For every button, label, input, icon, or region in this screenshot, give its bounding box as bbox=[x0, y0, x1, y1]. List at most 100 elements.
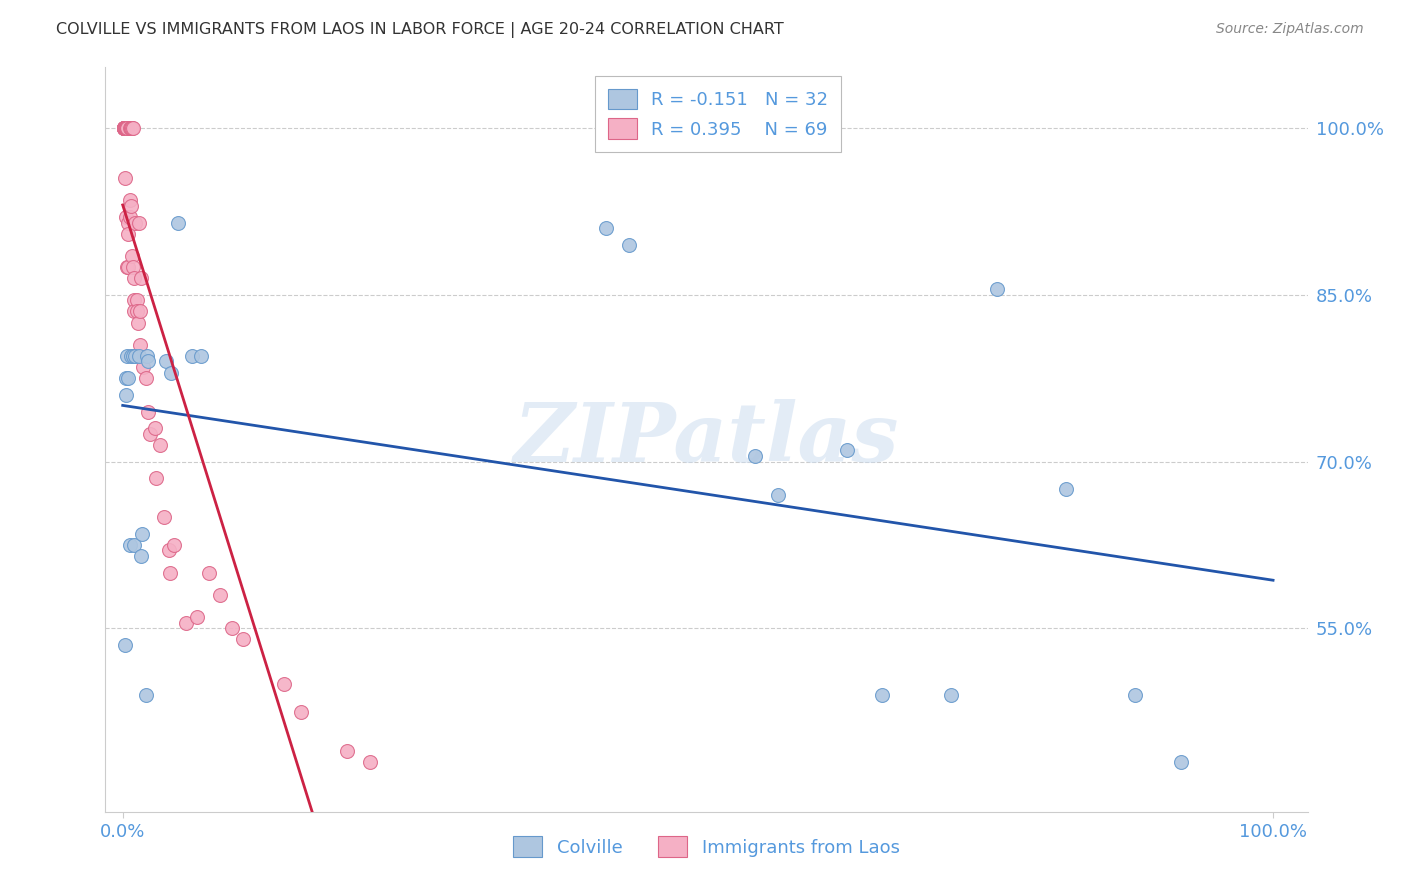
Point bbox=[136, 354, 159, 368]
Point bbox=[139, 426, 162, 441]
Point bbox=[157, 543, 180, 558]
Point bbox=[117, 349, 139, 363]
Point bbox=[117, 121, 139, 136]
Point bbox=[143, 421, 166, 435]
Point bbox=[114, 121, 136, 136]
Point bbox=[117, 260, 139, 274]
Point bbox=[135, 349, 157, 363]
Point bbox=[768, 488, 790, 502]
Point bbox=[986, 282, 1008, 296]
Point bbox=[115, 121, 138, 136]
Point bbox=[837, 443, 859, 458]
Point bbox=[232, 632, 254, 647]
Point bbox=[129, 338, 152, 352]
Point bbox=[114, 121, 136, 136]
Point bbox=[939, 688, 962, 702]
Point bbox=[174, 615, 197, 630]
Point bbox=[114, 171, 136, 186]
Point bbox=[145, 471, 167, 485]
Point bbox=[124, 215, 146, 229]
Point bbox=[117, 227, 139, 241]
Point bbox=[121, 121, 143, 136]
Point bbox=[221, 621, 243, 635]
Legend: Colville, Immigrants from Laos: Colville, Immigrants from Laos bbox=[505, 827, 908, 866]
Point bbox=[118, 194, 141, 208]
Point bbox=[121, 249, 143, 263]
Point bbox=[617, 237, 640, 252]
Point bbox=[167, 215, 190, 229]
Point bbox=[135, 371, 157, 385]
Point bbox=[112, 121, 135, 136]
Point bbox=[120, 121, 142, 136]
Point bbox=[163, 538, 186, 552]
Point bbox=[115, 388, 138, 402]
Point bbox=[198, 566, 221, 580]
Point bbox=[115, 210, 138, 224]
Point bbox=[118, 121, 141, 136]
Point bbox=[122, 121, 145, 136]
Point bbox=[122, 538, 145, 552]
Point bbox=[870, 688, 893, 702]
Text: ZIPatlas: ZIPatlas bbox=[513, 400, 900, 479]
Point bbox=[744, 449, 766, 463]
Point bbox=[135, 688, 157, 702]
Point bbox=[117, 215, 139, 229]
Point bbox=[120, 121, 142, 136]
Point bbox=[117, 121, 139, 136]
Point bbox=[273, 677, 295, 691]
Point bbox=[336, 743, 359, 757]
Point bbox=[159, 566, 181, 580]
Point bbox=[122, 293, 145, 308]
Point bbox=[180, 349, 202, 363]
Point bbox=[117, 371, 139, 385]
Point bbox=[114, 121, 136, 136]
Point bbox=[118, 210, 141, 224]
Point bbox=[122, 271, 145, 285]
Point bbox=[129, 304, 152, 318]
Point bbox=[115, 121, 138, 136]
Point bbox=[129, 549, 152, 563]
Point bbox=[122, 260, 145, 274]
Point bbox=[129, 271, 152, 285]
Point bbox=[112, 121, 135, 136]
Point bbox=[148, 438, 170, 452]
Text: Source: ZipAtlas.com: Source: ZipAtlas.com bbox=[1216, 22, 1364, 37]
Text: COLVILLE VS IMMIGRANTS FROM LAOS IN LABOR FORCE | AGE 20-24 CORRELATION CHART: COLVILLE VS IMMIGRANTS FROM LAOS IN LABO… bbox=[56, 22, 785, 38]
Point bbox=[115, 371, 138, 385]
Point bbox=[155, 354, 177, 368]
Point bbox=[127, 316, 149, 330]
Point bbox=[359, 755, 381, 769]
Point bbox=[128, 349, 150, 363]
Point bbox=[114, 121, 136, 136]
Point bbox=[1054, 483, 1077, 497]
Point bbox=[114, 121, 136, 136]
Point bbox=[131, 526, 153, 541]
Point bbox=[120, 199, 142, 213]
Point bbox=[115, 121, 138, 136]
Point bbox=[112, 121, 135, 136]
Point bbox=[122, 349, 145, 363]
Point bbox=[1170, 755, 1192, 769]
Point bbox=[112, 121, 135, 136]
Point bbox=[115, 121, 138, 136]
Point bbox=[112, 121, 135, 136]
Point bbox=[128, 215, 150, 229]
Point bbox=[112, 121, 135, 136]
Point bbox=[186, 610, 208, 624]
Point bbox=[153, 510, 176, 524]
Point bbox=[115, 121, 138, 136]
Point bbox=[125, 304, 148, 318]
Point bbox=[122, 304, 145, 318]
Point bbox=[112, 121, 135, 136]
Point bbox=[136, 404, 159, 418]
Point bbox=[190, 349, 212, 363]
Point bbox=[132, 359, 155, 374]
Point bbox=[117, 121, 139, 136]
Point bbox=[112, 121, 135, 136]
Point bbox=[114, 638, 136, 652]
Point bbox=[124, 349, 146, 363]
Point bbox=[160, 366, 183, 380]
Point bbox=[125, 293, 148, 308]
Point bbox=[120, 349, 142, 363]
Point bbox=[209, 588, 232, 602]
